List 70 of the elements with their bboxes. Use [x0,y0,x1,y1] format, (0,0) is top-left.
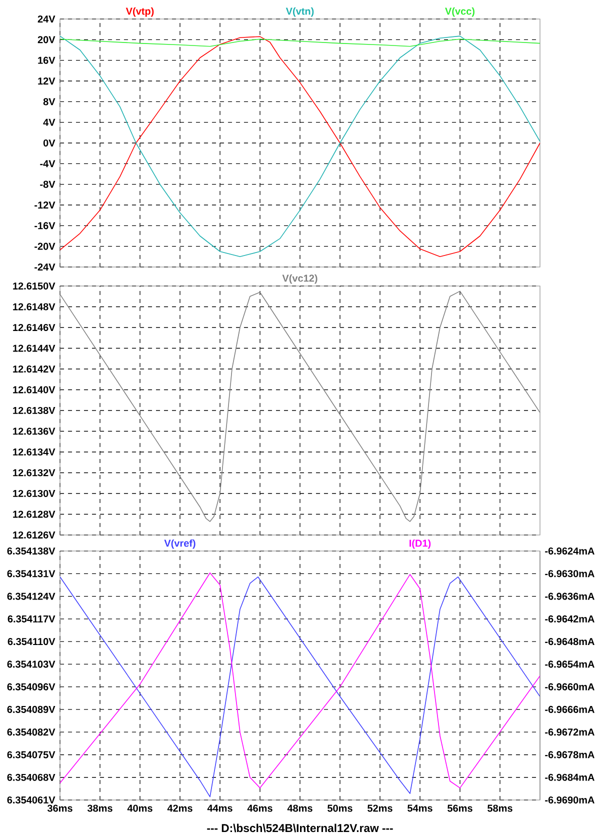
y-tick-label: 6.354068V [7,774,56,781]
y-tick-label: 6.354131V [7,570,56,578]
y-tick-label: 12.6136V [13,428,56,435]
x-tick-label: 38ms [87,804,112,812]
y-tick-label: 12.6146V [13,324,56,332]
y-tick-label: -4V [40,160,56,168]
x-tick-label: 58ms [488,804,512,812]
y-tick-label: 16V [38,56,56,64]
x-tick-label: 52ms [368,804,392,812]
text: V(vtp) [126,7,154,17]
line-series [60,38,540,47]
y-tick-label: 6.354096V [7,683,56,690]
y2-tick-label: -6.9678mA [545,751,594,758]
y-tick-label: 6.354124V [7,592,56,600]
y2-tick-label: -6.9690mA [545,796,594,804]
y-tick-label: 12.6140V [13,386,56,394]
y2-tick-label: -6.9672mA [545,728,594,736]
y-tick-label: 20V [38,36,56,44]
y-tick-label: -12V [34,202,56,208]
y-tick-label: 6.354103V [7,660,56,668]
y-tick-label: 12.6128V [13,510,56,518]
y-tick-label: 6.354082V [7,728,56,736]
y2-tick-label: -6.9624mA [545,547,594,555]
text: V(vtn) [286,7,314,17]
y-tick-label: 12.6144V [13,344,56,352]
x-tick-label: 42ms [167,804,192,812]
y-tick-label: 12.6150V [13,282,56,290]
y-tick-label: 6.354110V [8,638,56,646]
y-tick-label: 6.354138V [7,547,56,555]
y-tick-label: 4V [43,118,56,126]
y-tick-label: 12.6130V [13,490,56,498]
y-tick-label: 12V [38,78,56,84]
x-tick-label: 56ms [448,804,472,812]
x-tick-label: 50ms [328,804,352,812]
x-tick-label: 48ms [287,804,312,812]
y-tick-label: -20V [34,242,56,250]
y-tick-label: 12.6132V [13,469,56,476]
text: --- D:\bsch\524B\Internal12V.raw --- [207,824,393,832]
x-tick-label: 36ms [47,804,72,812]
y2-tick-label: -6.9684mA [545,774,594,781]
y-tick-label: 12.6138V [13,406,56,414]
y-tick-label: 12.6148V [13,303,56,310]
x-tick-label: 46ms [247,804,272,812]
y-tick-label: -24V [34,264,56,270]
text: V(vc12) [282,274,318,284]
y-tick-label: 12.6134V [13,448,56,456]
y-tick-label: 0V [43,139,56,147]
y-tick-label: -8V [40,180,56,188]
y2-tick-label: -6.9642mA [545,615,594,622]
text: I(D1) [410,539,431,549]
y2-tick-label: -6.9630mA [545,570,594,578]
x-tick-label: 44ms [207,804,232,812]
y2-tick-label: -6.9654mA [545,660,594,668]
y-tick-label: 8V [43,98,56,106]
y2-tick-label: -6.9660mA [545,683,594,690]
y-tick-label: -16V [34,222,56,230]
x-tick-label: 54ms [408,804,432,812]
y2-tick-label: -6.9648mA [545,638,594,646]
text: V(vref) [164,539,196,549]
y2-tick-label: -6.9636mA [545,592,594,600]
y-tick-label: 6.354089V [7,706,56,713]
y-tick-label: 12.6142V [13,365,56,373]
y-tick-label: 24V [38,16,56,22]
y-tick-label: 6.354061V [7,796,56,804]
y-tick-label: 12.6126V [13,531,56,539]
x-tick-label: 40ms [127,804,152,812]
y2-tick-label: -6.9666mA [545,706,594,713]
text: V(vcc) [445,7,474,17]
y-tick-label: 6.354117V [8,615,56,622]
y-tick-label: 6.354075V [7,751,56,758]
